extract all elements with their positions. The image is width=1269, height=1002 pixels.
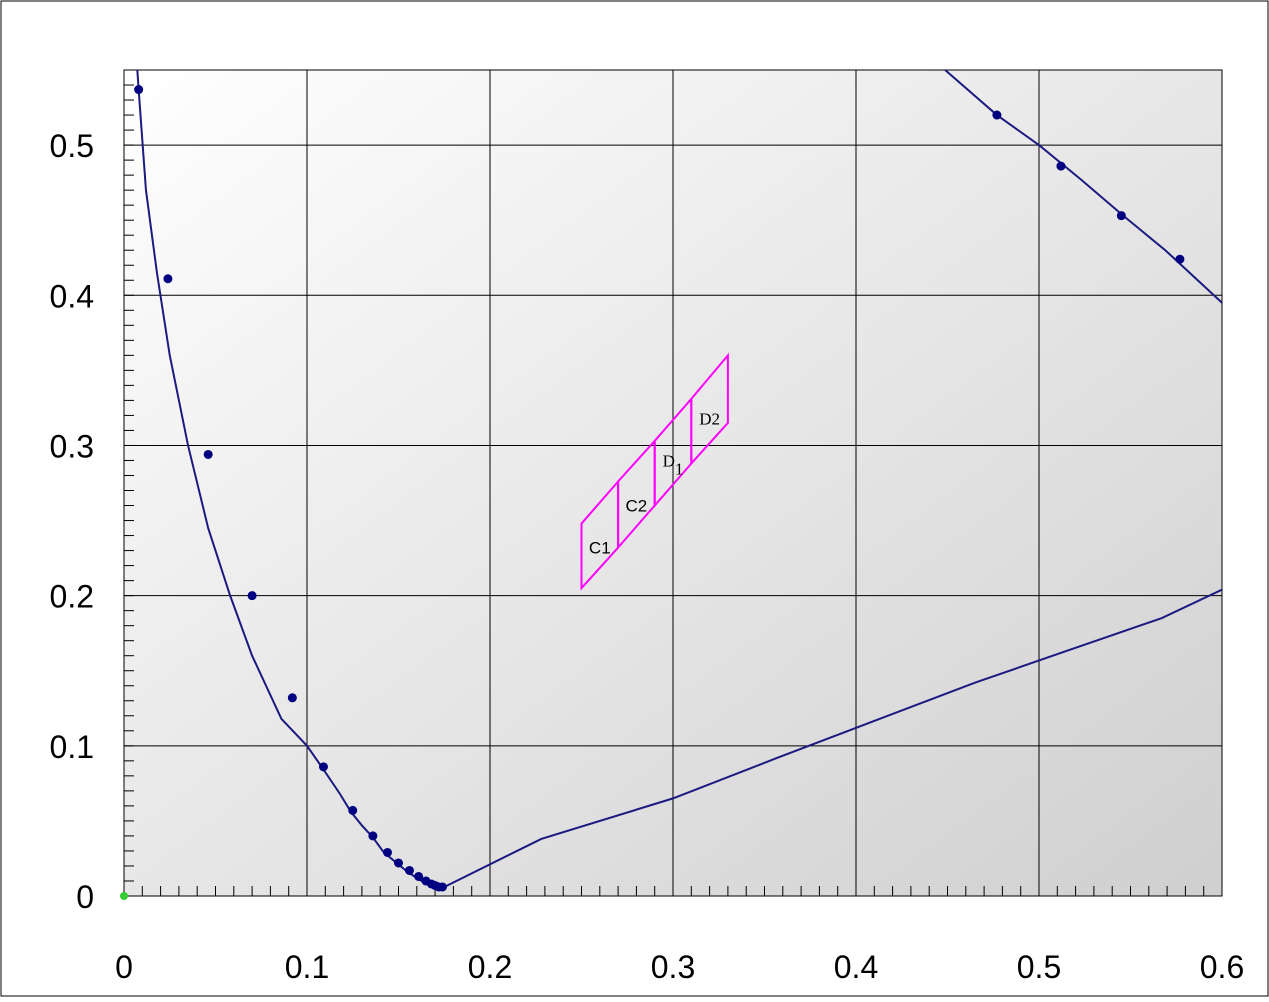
- x-tick-label-0: 0: [115, 949, 133, 985]
- region-D2-outline: [690, 352, 729, 467]
- data-point-3-0: [992, 110, 1002, 120]
- region-label-subscript: 1: [675, 459, 684, 478]
- region-label-C2: C2: [626, 497, 648, 516]
- data-point-1-6: [348, 805, 358, 815]
- data-point-3-3: [1175, 254, 1185, 264]
- y-tick-label-5: 0.5: [50, 128, 94, 164]
- data-point-1-3: [247, 591, 257, 601]
- data-point-1-0: [134, 85, 144, 95]
- data-point-3-2: [1116, 211, 1126, 221]
- x-tick-label-1: 0.1: [285, 949, 329, 985]
- data-point-1-11: [414, 871, 424, 881]
- origin: [120, 892, 128, 900]
- series: [134, 70, 1222, 892]
- minor-ticks: [124, 84, 1205, 896]
- data-point-1-16: [437, 882, 447, 892]
- data-point-1-8: [383, 847, 393, 857]
- region-label-C1: C1: [589, 539, 611, 558]
- data-point-1-4: [287, 693, 297, 703]
- data-point-1-5: [318, 762, 328, 772]
- data-point-1-7: [368, 831, 378, 841]
- region-label-D2: D2: [699, 409, 720, 428]
- data-point-1-2: [203, 449, 213, 459]
- x-tick-label-4: 0.4: [834, 949, 878, 985]
- data-point-3-1: [1056, 161, 1066, 171]
- y-tick-label-2: 0.2: [50, 579, 94, 615]
- x-tick-label-6: 0.6: [1200, 949, 1244, 985]
- tick-labels: 0 0.1 0.2 0.3 0.4 0.5 0.6 0 0.1 0.2 0.3 0.4 0.5: [50, 128, 1245, 985]
- y-tick-label-3: 0.3: [50, 428, 94, 464]
- y-tick-label-4: 0.4: [50, 278, 94, 314]
- x-tick-label-5: 0.5: [1017, 949, 1061, 985]
- origin-marker: [120, 892, 128, 900]
- x-tick-label-2: 0.2: [468, 949, 512, 985]
- y-tick-label-0: 0: [76, 879, 94, 915]
- y-tick-label-1: 0.1: [50, 729, 94, 765]
- x-tick-label-3: 0.3: [651, 949, 695, 985]
- data-point-1-10: [404, 865, 414, 875]
- data-point-1-9: [394, 858, 403, 868]
- data-point-1-1: [163, 274, 173, 284]
- series-curve-0: [136, 70, 1222, 888]
